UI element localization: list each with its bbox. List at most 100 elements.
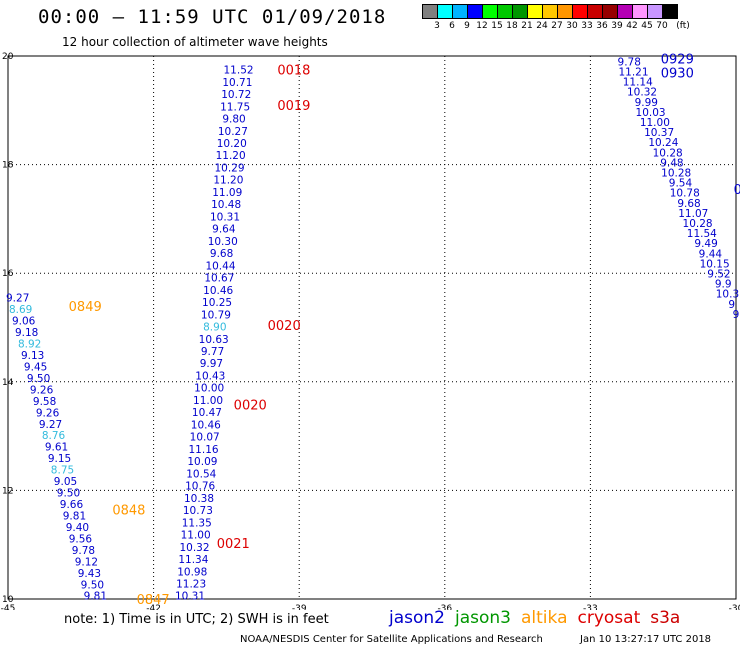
pass-time-label: 0849 [69, 300, 102, 315]
wave-height-value: 10.25 [202, 297, 232, 309]
colorbar-label: 3 [434, 21, 440, 31]
wave-height-value: 10.46 [203, 285, 233, 297]
wave-height-value: 9.44 [699, 248, 723, 260]
wave-height-value: 10.32 [179, 542, 209, 554]
wave-height-value: 9.80 [222, 114, 245, 126]
wave-height-value: 10.15 [700, 258, 730, 270]
wave-height-value: 10.44 [205, 260, 235, 272]
chart-title: 00:00 – 11:59 UTC 01/09/2018 [38, 6, 387, 28]
wave-height-value: 9.68 [210, 248, 233, 260]
wave-height-value: 9.68 [677, 198, 700, 210]
wave-height-value: 10.32 [627, 87, 657, 99]
wave-height-value: 8.75 [51, 465, 74, 477]
wave-height-value: 11.00 [181, 530, 211, 542]
pass-time-label: 0848 [112, 503, 145, 518]
wave-height-value: 9.50 [57, 488, 80, 500]
wave-height-value: 10.76 [185, 481, 215, 493]
legend-s3a: s3a [650, 608, 681, 628]
wave-height-value: 9.15 [48, 453, 71, 465]
wave-height-value: 10.48 [211, 199, 241, 211]
pass-time-label: 0020 [234, 399, 267, 414]
wave-height-value: 9.9 [715, 279, 732, 291]
wave-height-value: 10.31 [175, 591, 205, 603]
wave-height-value: 10.38 [184, 493, 214, 505]
wave-height-value: 10.03 [636, 107, 666, 119]
wave-height-value: 11.23 [176, 579, 206, 591]
pass-time-label: 0929 [661, 53, 694, 68]
wave-height-value: 9.50 [27, 373, 50, 385]
wave-height-value: 9.27 [6, 293, 29, 305]
pass-time-label: 0847 [137, 593, 170, 608]
track-labels: 9.278.699.069.188.929.139.459.509.269.58… [6, 53, 740, 608]
wave-height-value: 11.00 [193, 395, 223, 407]
x-tick-label: -30 [729, 604, 740, 610]
wave-height-value: 10.27 [218, 126, 248, 138]
wave-height-value: 9.06 [12, 316, 36, 328]
pass-time-label: 0930 [661, 66, 694, 81]
wave-height-value: 10.78 [670, 188, 700, 200]
y-tick-label: 14 [2, 378, 14, 388]
colorbar-label: 12 [476, 21, 488, 31]
wave-height-value: 9.18 [15, 327, 38, 339]
wave-height-value: 8.76 [42, 430, 66, 442]
wave-height-value: 10.37 [644, 127, 674, 139]
legend-jason3: jason3 [455, 608, 511, 628]
wave-height-value: 10.54 [186, 468, 216, 480]
y-tick-label: 16 [2, 269, 14, 279]
wave-height-value: 10.31 [210, 211, 240, 223]
wave-height-value: 10.72 [221, 89, 251, 101]
wave-height-value: 10.07 [190, 432, 220, 444]
generation-timestamp: Jan 10 13:27:17 UTC 2018 [580, 634, 712, 645]
colorbar-label: 6 [449, 21, 455, 31]
wave-height-value: 9 [728, 299, 735, 311]
wave-height-value: 11.09 [212, 187, 242, 199]
wave-height-value: 10.47 [192, 407, 222, 419]
pass-time-label: 0021 [217, 537, 250, 552]
plot-frame [7, 55, 737, 600]
wave-height-value: 9 [733, 309, 740, 321]
credit-line: NOAA/NESDIS Center for Satellite Applica… [240, 634, 543, 645]
wave-height-value: 9.05 [54, 476, 77, 488]
wave-height-value: 10.63 [199, 334, 229, 346]
x-tick-label: -45 [1, 604, 16, 610]
wave-height-value: 11.14 [623, 77, 653, 89]
colorbar-label: 9 [464, 21, 470, 31]
wave-height-chart: -45-42-39-36-33-302018161412109.278.699.… [1, 52, 740, 610]
chart-subtitle: 12 hour collection of altimeter wave hei… [62, 35, 328, 49]
wave-height-value: 10.46 [191, 419, 221, 431]
colorbar-label: 33 [581, 21, 593, 31]
colorbar-label: 39 [611, 21, 623, 31]
colorbar-label: 18 [506, 21, 518, 31]
wave-height-value: 11.34 [178, 554, 208, 566]
wave-height-value: 9.43 [78, 568, 101, 580]
wave-height-value: 8.92 [18, 338, 41, 350]
x-tick-label: -36 [437, 604, 452, 610]
wave-height-value: 10.3 [716, 289, 739, 301]
legend-cryosat: cryosat [577, 608, 641, 628]
colorbar-label: 42 [626, 21, 638, 31]
colorbar-label: 15 [491, 21, 503, 31]
wave-height-value: 11.75 [220, 101, 250, 113]
wave-height-value: 9.78 [72, 545, 95, 557]
wave-height-value: 9.78 [618, 56, 641, 68]
wave-height-value: 10.24 [648, 137, 678, 149]
pass-time-label: 0020 [268, 319, 301, 334]
wave-height-value: 9.58 [33, 396, 56, 408]
units-note: note: 1) Time is in UTC; 2) SWH is in fe… [64, 612, 329, 627]
wave-height-value: 9.48 [660, 157, 683, 169]
y-tick-label: 18 [2, 161, 14, 171]
legend-jason2: jason2 [389, 608, 445, 628]
wave-height-value: 10.71 [222, 77, 252, 89]
wave-height-value: 10.29 [214, 162, 244, 174]
wave-height-value: 10.67 [204, 273, 234, 285]
x-tick-label: -42 [146, 604, 161, 610]
wave-height-value: 10.43 [195, 370, 225, 382]
wave-height-value: 10.79 [201, 309, 231, 321]
colorbar-label: 21 [521, 21, 533, 31]
wave-height-value: 9.61 [45, 442, 68, 454]
colorbar-swatch [662, 4, 678, 19]
wave-height-value: 9.56 [69, 533, 93, 545]
satellite-legend: jason2 jason3 altika cryosat s3a [389, 608, 680, 628]
wave-height-value: 11.00 [640, 117, 670, 129]
wave-height-value: 9.52 [707, 269, 730, 281]
